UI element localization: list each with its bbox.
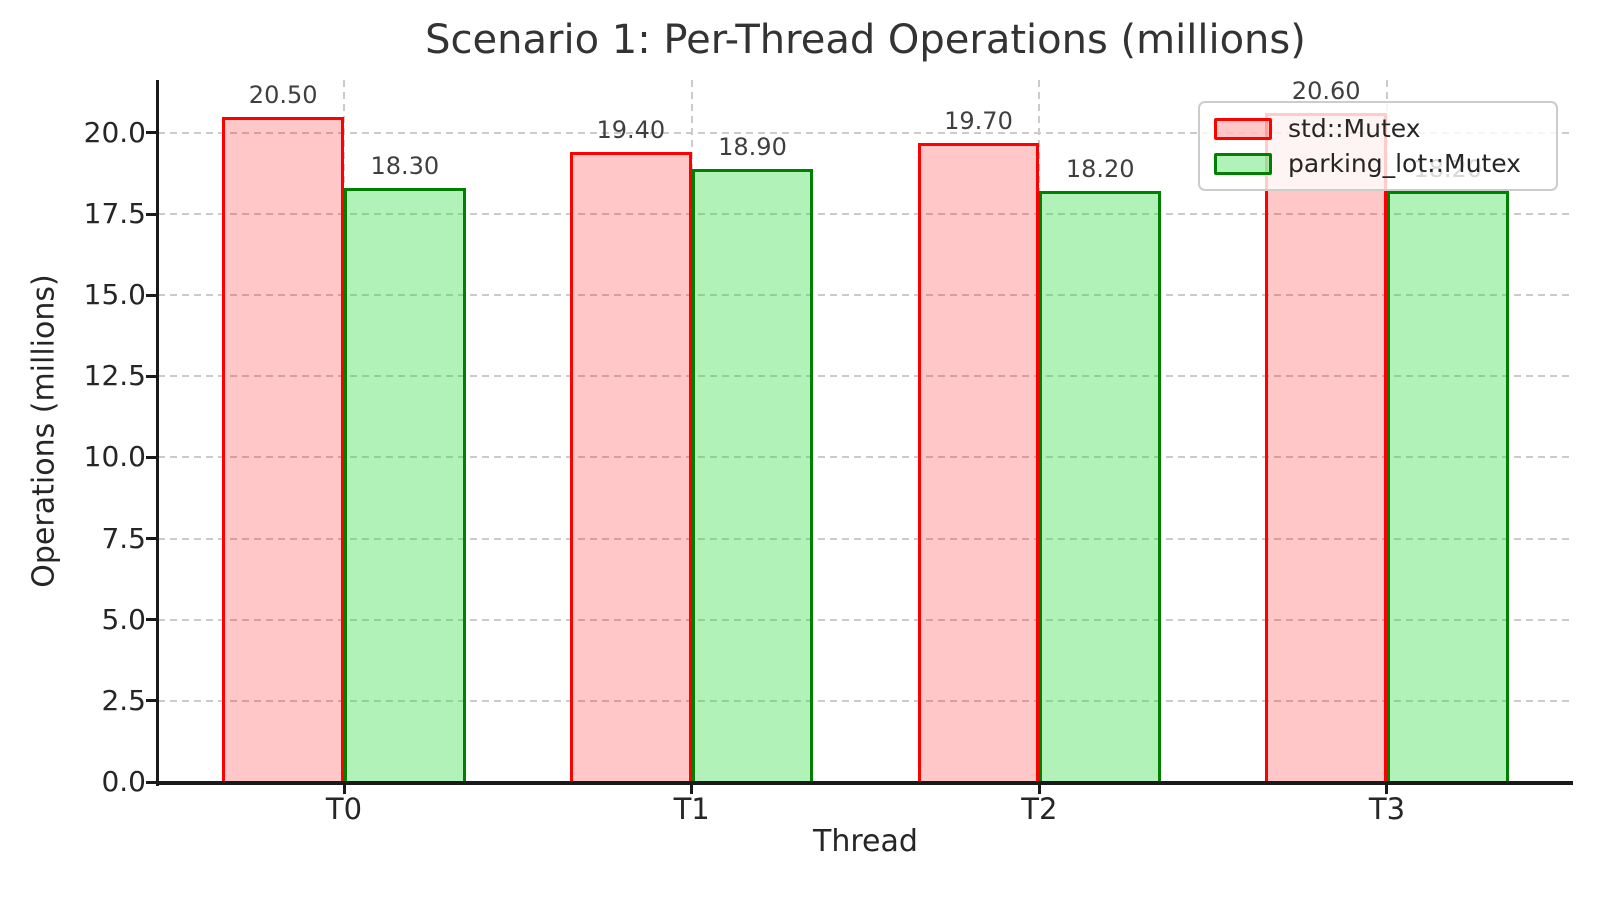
y-tick-label: 7.5 <box>101 521 146 555</box>
y-tick-label: 5.0 <box>101 602 146 636</box>
bar-value-label: 18.20 <box>1065 155 1135 184</box>
y-tick-label: 17.5 <box>83 197 146 231</box>
x-tick-mark <box>690 784 694 794</box>
bar-value-label: 19.70 <box>944 106 1013 135</box>
h-gridline <box>158 618 1573 621</box>
y-tick-mark <box>146 374 158 378</box>
bar <box>222 116 344 784</box>
bar-value-label: 19.40 <box>596 116 666 145</box>
bottom-spine <box>156 781 1573 785</box>
legend-label: std::Mutex <box>1288 114 1421 143</box>
y-tick-label: 0.0 <box>101 765 146 798</box>
x-tick-label: T2 <box>1021 792 1058 826</box>
y-tick-mark <box>146 780 158 784</box>
bar-value-label: 18.90 <box>718 132 787 161</box>
x-tick-label: T1 <box>673 792 710 826</box>
x-axis-label: Thread <box>813 824 918 859</box>
y-tick-mark <box>146 131 158 135</box>
legend-swatch-icon <box>1214 152 1272 175</box>
x-tick-label: T0 <box>325 792 363 826</box>
legend-swatch-icon <box>1214 117 1272 140</box>
y-tick-mark <box>146 537 158 541</box>
bar <box>691 168 814 784</box>
bar <box>344 188 466 784</box>
left-spine <box>156 80 159 786</box>
y-tick-label: 12.5 <box>83 359 146 393</box>
h-gridline <box>158 131 1573 134</box>
h-gridline <box>158 294 1573 297</box>
legend-label: parking_lot::Mutex <box>1288 149 1521 178</box>
y-tick-label: 20.0 <box>83 115 146 149</box>
h-gridline <box>158 537 1573 540</box>
y-tick-mark <box>146 699 158 703</box>
h-gridline <box>158 375 1573 378</box>
x-tick-label: T3 <box>1368 792 1406 826</box>
x-tick-mark <box>342 784 346 794</box>
legend-item: parking_lot::Mutex <box>1214 149 1542 178</box>
bar <box>1039 191 1161 784</box>
bar <box>917 142 1040 784</box>
x-tick-mark <box>1037 784 1041 794</box>
y-tick-mark <box>146 455 158 459</box>
bar <box>569 152 692 784</box>
y-tick-label: 15.0 <box>83 278 146 312</box>
chart-title: Scenario 1: Per-Thread Operations (milli… <box>425 17 1306 63</box>
y-tick-mark <box>146 293 158 297</box>
legend-item: std::Mutex <box>1214 114 1542 143</box>
x-tick-mark <box>1385 784 1389 794</box>
y-tick-mark <box>146 618 158 622</box>
h-gridline <box>158 213 1573 216</box>
h-gridline <box>158 699 1573 702</box>
bar-value-label: 18.30 <box>370 152 440 181</box>
bar-value-label: 20.60 <box>1291 77 1361 106</box>
y-tick-label: 2.5 <box>101 683 146 717</box>
h-gridline <box>158 456 1573 459</box>
bar <box>1265 113 1387 784</box>
bar <box>1386 191 1509 784</box>
y-tick-mark <box>146 212 158 216</box>
bar-value-label: 20.50 <box>248 80 318 109</box>
y-tick-label: 10.0 <box>83 440 146 474</box>
